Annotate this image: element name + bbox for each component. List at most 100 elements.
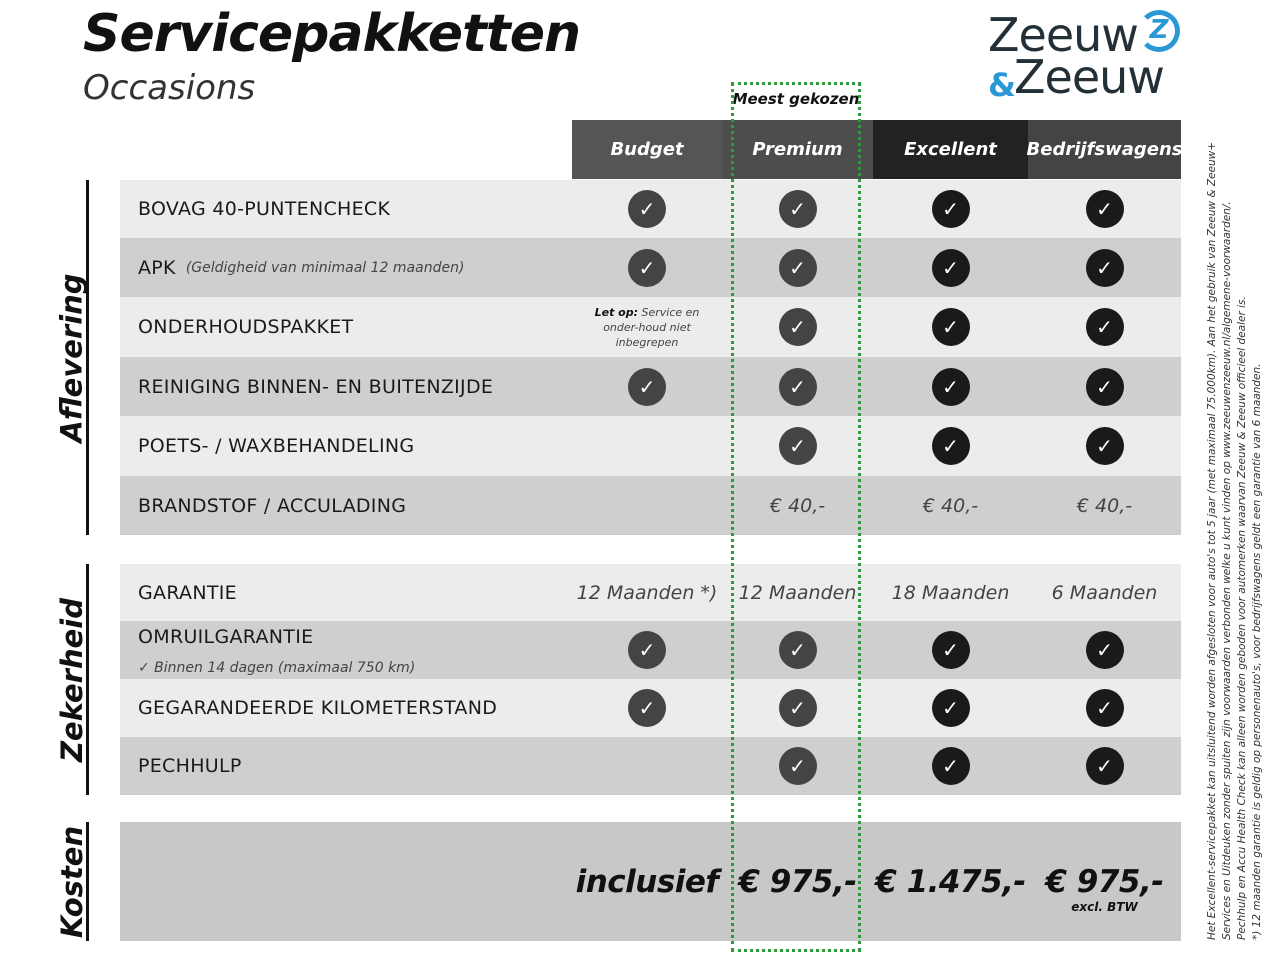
table-row: inclusief € 975,- € 1.475,- € 975,- excl. BT… (120, 822, 1181, 941)
cell-value: 6 Maanden (1051, 581, 1158, 604)
section-divider (86, 822, 89, 941)
cell-excellent: ✓ (873, 238, 1028, 297)
cell-bedrijfswagens: ✓ (1028, 416, 1181, 476)
table-row: APK (Geldigheid van minimaal 12 maanden) ✓… (120, 238, 1181, 297)
footnote-line: Services en Uitdeuken zonder spuiten zij… (1221, 201, 1233, 940)
logo-z-icon: Z (1138, 10, 1180, 52)
check-icon: ✓ (778, 308, 817, 346)
cell-premium: ✓ (722, 238, 873, 297)
row-label: OMRUILGARANTIE (138, 626, 314, 648)
table-row: OMRUILGARANTIE ✓ Binnen 14 dagen (maximaa… (120, 621, 1181, 679)
check-icon: ✓ (1085, 631, 1124, 669)
cell-bedrijfswagens: ✓ (1028, 180, 1181, 238)
row-subnote: ✓ Binnen 14 dagen (maximaal 750 km) (138, 660, 416, 676)
cell-budget: ✓ (572, 679, 722, 737)
check-icon: ✓ (1085, 747, 1124, 785)
check-icon: ✓ (1085, 689, 1124, 727)
zeeuw-zeeuw-logo: Zeeuw Z & Zeeuw (988, 8, 1188, 104)
check-icon: ✓ (778, 248, 817, 287)
check-icon: ✓ (778, 190, 817, 228)
check-icon: ✓ (931, 747, 970, 785)
check-icon: ✓ (778, 631, 817, 669)
check-icon: ✓ (628, 367, 666, 406)
cell-excellent: ✓ (873, 297, 1028, 357)
row-label: POETS- / WAXBEHANDELING (138, 435, 415, 457)
cell-budget (572, 737, 722, 795)
cell-budget: inclusief (572, 822, 722, 941)
cell-excellent: € 40,- (873, 476, 1028, 535)
section-divider (86, 564, 89, 795)
table-row: POETS- / WAXBEHANDELING ✓ ✓ ✓ (120, 416, 1181, 476)
cell-premium: € 975,- (722, 822, 873, 941)
footnote-line: Het Excellent-servicepakket kan uitsluit… (1206, 142, 1218, 940)
price-value: € 975,- (1045, 863, 1164, 900)
cell-premium: 12 Maanden (722, 564, 873, 621)
check-icon: ✓ (931, 367, 970, 406)
most-chosen-label: Meest gekozen (732, 90, 860, 108)
row-label: PECHHULP (138, 755, 242, 777)
row-label: BOVAG 40-PUNTENCHECK (138, 198, 391, 220)
cell-value: € 40,- (769, 494, 826, 517)
cell-excellent: ✓ (873, 621, 1028, 679)
cell-budget: ✓ (572, 621, 722, 679)
cell-bedrijfswagens: € 975,- excl. BTW (1028, 822, 1181, 941)
check-icon: ✓ (1085, 308, 1124, 346)
check-icon: ✓ (1085, 248, 1124, 287)
cell-bedrijfswagens: € 40,- (1028, 476, 1181, 535)
cell-bedrijfswagens: ✓ (1028, 357, 1181, 416)
table-row: BRANDSTOF / ACCULADING € 40,- € 40,- € 40,- (120, 476, 1181, 535)
check-icon: ✓ (628, 689, 666, 727)
cell-budget (572, 416, 722, 476)
check-icon: ✓ (628, 190, 666, 228)
row-label: BRANDSTOF / ACCULADING (138, 494, 407, 517)
cell-excellent: ✓ (873, 737, 1028, 795)
check-icon: ✓ (931, 631, 970, 669)
package-header-excellent: Excellent (873, 120, 1028, 179)
cell-bedrijfswagens: ✓ (1028, 297, 1181, 357)
table-row: GEGARANDEERDE KILOMETERSTAND ✓ ✓ ✓ ✓ (120, 679, 1181, 737)
footnote-line: Pechhulp en Accu Health Check kan alleen… (1236, 296, 1248, 940)
check-icon: ✓ (931, 689, 970, 727)
cell-bedrijfswagens: ✓ (1028, 737, 1181, 795)
table-row: ONDERHOUDSPAKKET Let op: Service en onder… (120, 297, 1181, 357)
row-label: GARANTIE (138, 581, 237, 604)
cell-premium: € 40,- (722, 476, 873, 535)
check-icon: ✓ (931, 190, 970, 228)
price-value: € 975,- (738, 863, 857, 900)
footnotes: Het Excellent-servicepakket kan uitsluit… (1205, 120, 1265, 940)
check-icon: ✓ (628, 248, 666, 287)
row-note: (Geldigheid van minimaal 12 maanden) (185, 259, 465, 276)
cell-premium: ✓ (722, 737, 873, 795)
package-header-premium: Premium (722, 120, 873, 179)
cell-premium: ✓ (722, 357, 873, 416)
cell-value: 12 Maanden *) (576, 581, 718, 604)
cell-excellent: 18 Maanden (873, 564, 1028, 621)
row-label: REINIGING BINNEN- EN BUITENZIJDE (138, 375, 494, 398)
check-icon: ✓ (931, 248, 970, 287)
check-icon: ✓ (778, 689, 817, 727)
check-icon: ✓ (1085, 190, 1124, 228)
cell-budget: Let op: Service en onder-houd niet inbeg… (572, 297, 722, 357)
price-value: inclusief (575, 863, 719, 900)
check-icon: ✓ (778, 367, 817, 406)
cell-premium: ✓ (722, 621, 873, 679)
check-icon: ✓ (628, 631, 666, 669)
check-icon: ✓ (1085, 367, 1124, 406)
check-icon: ✓ (931, 427, 970, 465)
footnote-line: *) 12 maanden garantie is geldig op pers… (1251, 363, 1263, 940)
cell-value: 12 Maanden (738, 581, 857, 604)
cell-budget: ✓ (572, 357, 722, 416)
row-label: GEGARANDEERDE KILOMETERSTAND (138, 697, 498, 719)
table-row: REINIGING BINNEN- EN BUITENZIJDE ✓ ✓ ✓ ✓ (120, 357, 1181, 416)
table-row: PECHHULP ✓ ✓ ✓ (120, 737, 1181, 795)
cell-bedrijfswagens: ✓ (1028, 621, 1181, 679)
row-label: APK (Geldigheid van minimaal 12 maanden) (138, 256, 465, 279)
cell-value: € 40,- (922, 494, 979, 517)
cell-premium: ✓ (722, 416, 873, 476)
cell-excellent: ✓ (873, 180, 1028, 238)
check-icon: ✓ (778, 427, 817, 465)
check-icon: ✓ (931, 308, 970, 346)
cell-budget: ✓ (572, 238, 722, 297)
table-row: BOVAG 40-PUNTENCHECK ✓ ✓ ✓ ✓ (120, 180, 1181, 238)
cell-bedrijfswagens: 6 Maanden (1028, 564, 1181, 621)
